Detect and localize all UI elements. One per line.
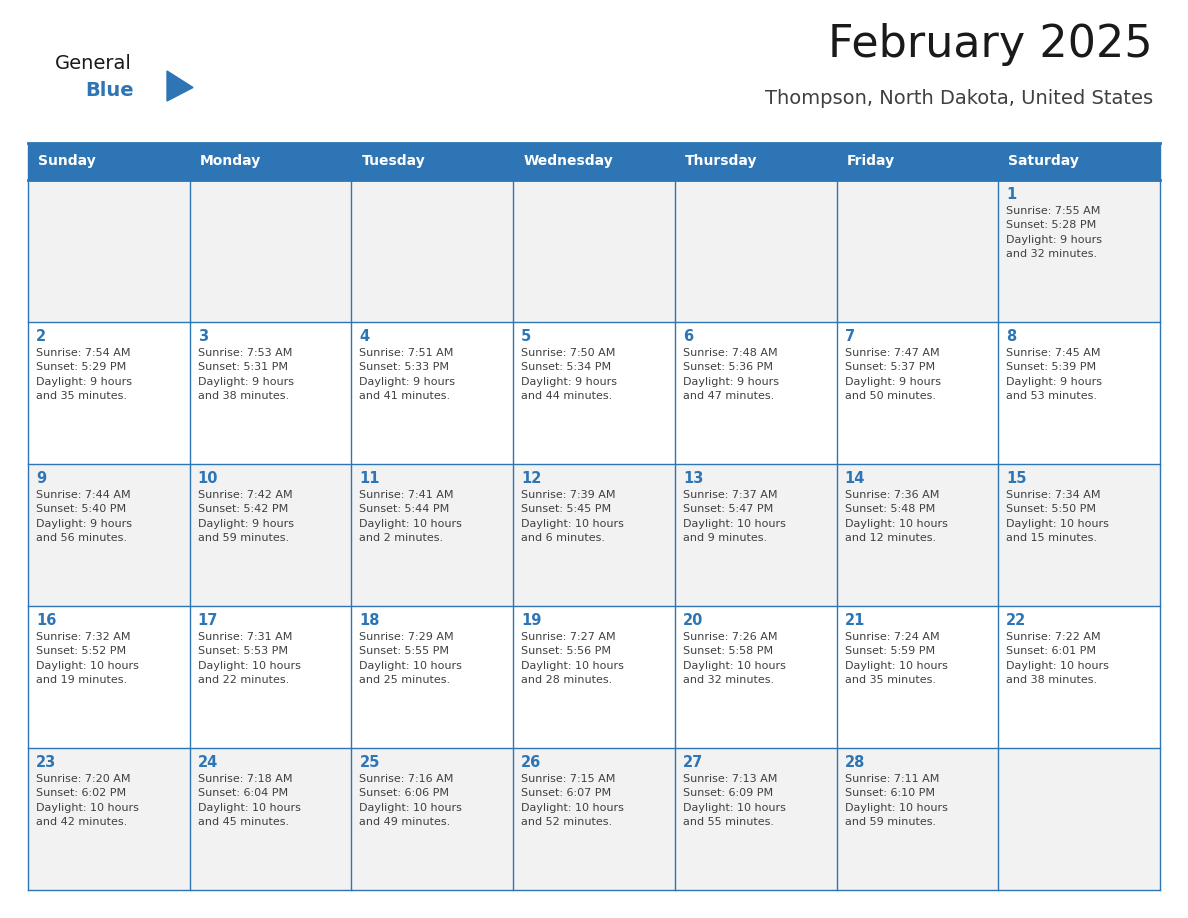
Text: 17: 17 [197,613,219,628]
Text: Sunrise: 7:45 AM
Sunset: 5:39 PM
Daylight: 9 hours
and 53 minutes.: Sunrise: 7:45 AM Sunset: 5:39 PM Dayligh… [1006,348,1102,401]
Text: 5: 5 [522,329,531,344]
Text: Sunday: Sunday [38,154,96,169]
Text: Sunrise: 7:48 AM
Sunset: 5:36 PM
Daylight: 9 hours
and 47 minutes.: Sunrise: 7:48 AM Sunset: 5:36 PM Dayligh… [683,348,779,401]
Text: Sunrise: 7:39 AM
Sunset: 5:45 PM
Daylight: 10 hours
and 6 minutes.: Sunrise: 7:39 AM Sunset: 5:45 PM Dayligh… [522,490,624,543]
Text: Sunrise: 7:37 AM
Sunset: 5:47 PM
Daylight: 10 hours
and 9 minutes.: Sunrise: 7:37 AM Sunset: 5:47 PM Dayligh… [683,490,785,543]
Bar [29,322,1159,464]
Text: Sunrise: 7:29 AM
Sunset: 5:55 PM
Daylight: 10 hours
and 25 minutes.: Sunrise: 7:29 AM Sunset: 5:55 PM Dayligh… [360,632,462,685]
Bar [29,180,1159,322]
Text: Monday: Monday [200,154,261,169]
Text: 1: 1 [1006,187,1017,202]
Bar [29,464,1159,606]
Text: 10: 10 [197,471,219,486]
Text: Thompson, North Dakota, United States: Thompson, North Dakota, United States [765,89,1154,108]
Text: 27: 27 [683,755,703,770]
Text: Tuesday: Tuesday [361,154,425,169]
Text: February 2025: February 2025 [828,23,1154,66]
Text: 24: 24 [197,755,217,770]
Text: Sunrise: 7:22 AM
Sunset: 6:01 PM
Daylight: 10 hours
and 38 minutes.: Sunrise: 7:22 AM Sunset: 6:01 PM Dayligh… [1006,632,1110,685]
Polygon shape [168,71,192,101]
Text: 6: 6 [683,329,693,344]
Text: Sunrise: 7:24 AM
Sunset: 5:59 PM
Daylight: 10 hours
and 35 minutes.: Sunrise: 7:24 AM Sunset: 5:59 PM Dayligh… [845,632,948,685]
Text: 28: 28 [845,755,865,770]
Text: Sunrise: 7:20 AM
Sunset: 6:02 PM
Daylight: 10 hours
and 42 minutes.: Sunrise: 7:20 AM Sunset: 6:02 PM Dayligh… [36,774,139,827]
Text: Sunrise: 7:54 AM
Sunset: 5:29 PM
Daylight: 9 hours
and 35 minutes.: Sunrise: 7:54 AM Sunset: 5:29 PM Dayligh… [36,348,132,401]
Text: 26: 26 [522,755,542,770]
Text: Sunrise: 7:36 AM
Sunset: 5:48 PM
Daylight: 10 hours
and 12 minutes.: Sunrise: 7:36 AM Sunset: 5:48 PM Dayligh… [845,490,948,543]
Bar [29,143,1159,180]
Text: 23: 23 [36,755,56,770]
Text: 20: 20 [683,613,703,628]
Text: Sunrise: 7:13 AM
Sunset: 6:09 PM
Daylight: 10 hours
and 55 minutes.: Sunrise: 7:13 AM Sunset: 6:09 PM Dayligh… [683,774,785,827]
Bar [29,606,1159,748]
Bar [29,748,1159,890]
Text: 4: 4 [360,329,369,344]
Text: 25: 25 [360,755,380,770]
Text: Sunrise: 7:27 AM
Sunset: 5:56 PM
Daylight: 10 hours
and 28 minutes.: Sunrise: 7:27 AM Sunset: 5:56 PM Dayligh… [522,632,624,685]
Text: Wednesday: Wednesday [523,154,613,169]
Text: Blue: Blue [86,81,133,100]
Text: Sunrise: 7:32 AM
Sunset: 5:52 PM
Daylight: 10 hours
and 19 minutes.: Sunrise: 7:32 AM Sunset: 5:52 PM Dayligh… [36,632,139,685]
Text: Sunrise: 7:34 AM
Sunset: 5:50 PM
Daylight: 10 hours
and 15 minutes.: Sunrise: 7:34 AM Sunset: 5:50 PM Dayligh… [1006,490,1110,543]
Text: Sunrise: 7:51 AM
Sunset: 5:33 PM
Daylight: 9 hours
and 41 minutes.: Sunrise: 7:51 AM Sunset: 5:33 PM Dayligh… [360,348,455,401]
Text: 14: 14 [845,471,865,486]
Text: 13: 13 [683,471,703,486]
Text: Sunrise: 7:26 AM
Sunset: 5:58 PM
Daylight: 10 hours
and 32 minutes.: Sunrise: 7:26 AM Sunset: 5:58 PM Dayligh… [683,632,785,685]
Text: 22: 22 [1006,613,1026,628]
Text: Sunrise: 7:53 AM
Sunset: 5:31 PM
Daylight: 9 hours
and 38 minutes.: Sunrise: 7:53 AM Sunset: 5:31 PM Dayligh… [197,348,293,401]
Text: 2: 2 [36,329,46,344]
Text: 18: 18 [360,613,380,628]
Text: 7: 7 [845,329,854,344]
Text: Saturday: Saturday [1009,154,1079,169]
Text: Sunrise: 7:16 AM
Sunset: 6:06 PM
Daylight: 10 hours
and 49 minutes.: Sunrise: 7:16 AM Sunset: 6:06 PM Dayligh… [360,774,462,827]
Text: Thursday: Thursday [684,154,758,169]
Text: Sunrise: 7:41 AM
Sunset: 5:44 PM
Daylight: 10 hours
and 2 minutes.: Sunrise: 7:41 AM Sunset: 5:44 PM Dayligh… [360,490,462,543]
Text: 21: 21 [845,613,865,628]
Text: 19: 19 [522,613,542,628]
Text: Sunrise: 7:55 AM
Sunset: 5:28 PM
Daylight: 9 hours
and 32 minutes.: Sunrise: 7:55 AM Sunset: 5:28 PM Dayligh… [1006,206,1102,259]
Text: Sunrise: 7:15 AM
Sunset: 6:07 PM
Daylight: 10 hours
and 52 minutes.: Sunrise: 7:15 AM Sunset: 6:07 PM Dayligh… [522,774,624,827]
Text: 9: 9 [36,471,46,486]
Text: Sunrise: 7:47 AM
Sunset: 5:37 PM
Daylight: 9 hours
and 50 minutes.: Sunrise: 7:47 AM Sunset: 5:37 PM Dayligh… [845,348,941,401]
Text: Sunrise: 7:44 AM
Sunset: 5:40 PM
Daylight: 9 hours
and 56 minutes.: Sunrise: 7:44 AM Sunset: 5:40 PM Dayligh… [36,490,132,543]
Text: Sunrise: 7:18 AM
Sunset: 6:04 PM
Daylight: 10 hours
and 45 minutes.: Sunrise: 7:18 AM Sunset: 6:04 PM Dayligh… [197,774,301,827]
Text: Friday: Friday [847,154,895,169]
Text: 11: 11 [360,471,380,486]
Text: General: General [55,54,132,73]
Text: Sunrise: 7:11 AM
Sunset: 6:10 PM
Daylight: 10 hours
and 59 minutes.: Sunrise: 7:11 AM Sunset: 6:10 PM Dayligh… [845,774,948,827]
Text: Sunrise: 7:50 AM
Sunset: 5:34 PM
Daylight: 9 hours
and 44 minutes.: Sunrise: 7:50 AM Sunset: 5:34 PM Dayligh… [522,348,617,401]
Text: Sunrise: 7:42 AM
Sunset: 5:42 PM
Daylight: 9 hours
and 59 minutes.: Sunrise: 7:42 AM Sunset: 5:42 PM Dayligh… [197,490,293,543]
Text: 8: 8 [1006,329,1017,344]
Text: 15: 15 [1006,471,1026,486]
Text: 16: 16 [36,613,56,628]
Text: Sunrise: 7:31 AM
Sunset: 5:53 PM
Daylight: 10 hours
and 22 minutes.: Sunrise: 7:31 AM Sunset: 5:53 PM Dayligh… [197,632,301,685]
Text: 3: 3 [197,329,208,344]
Text: 12: 12 [522,471,542,486]
